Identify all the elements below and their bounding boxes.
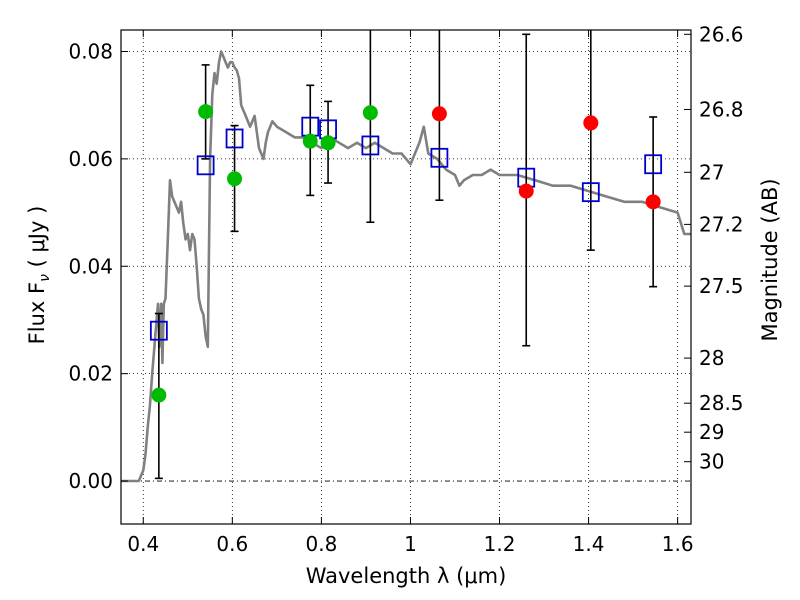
- model-flux-square: [149, 320, 168, 341]
- x-tick-label: 1.6: [662, 532, 694, 556]
- detection-point: [151, 387, 167, 403]
- detection-point: [198, 104, 214, 120]
- magnitude-tick-label: 28.5: [699, 391, 744, 415]
- x-tick-label: 0.4: [127, 532, 159, 556]
- model-flux-square: [430, 147, 449, 168]
- y-tick-label: 0.00: [68, 469, 113, 493]
- magnitude-axis-label: Magnitude (AB): [758, 178, 782, 341]
- nondetection-point: [518, 183, 534, 199]
- y-axis-label: Flux Fν ( μJy ): [25, 206, 53, 345]
- model-square-layer: [149, 116, 663, 341]
- y-tick-label: 0.04: [68, 254, 113, 278]
- errorbar-layer: [154, 30, 658, 480]
- magnitude-tick-label: 30: [699, 450, 724, 474]
- x-axis-label: Wavelength λ (μm): [306, 564, 507, 588]
- grid-layer: [121, 30, 691, 524]
- sed-model-line: [121, 50, 691, 483]
- model-flux-square: [196, 155, 215, 176]
- magnitude-tick-label: 27.5: [699, 274, 744, 298]
- model-flux-square: [361, 135, 380, 156]
- magnitude-tick-label: 27: [699, 160, 724, 184]
- nondetection-point: [583, 115, 599, 131]
- detection-point: [320, 135, 336, 151]
- x-tick-label: 1: [404, 532, 417, 556]
- nondetection-point: [431, 106, 447, 122]
- nondetection-point: [645, 194, 661, 210]
- detection-point: [362, 105, 378, 121]
- y-tick-label: 0.08: [68, 39, 113, 63]
- magnitude-tick-label: 28: [699, 346, 724, 370]
- magnitude-tick-label: 26.6: [699, 22, 744, 46]
- tick-label-layer: 0.4 0.6 0.8 1 1.2 1.4 1.6 0.00 0.02 0.04 0.06 0.08 2…: [68, 22, 743, 556]
- magnitude-tick-label: 27.2: [699, 212, 744, 236]
- magnitude-tick-label: 26.8: [699, 97, 744, 121]
- x-tick-label: 0.8: [305, 532, 337, 556]
- magnitude-tick-label: 29: [699, 420, 724, 444]
- detection-point: [302, 133, 318, 149]
- detection-point: [227, 171, 243, 187]
- x-tick-label: 1.4: [573, 532, 605, 556]
- sed-layer: [121, 50, 691, 483]
- errorbar: [366, 30, 375, 224]
- model-flux-square: [644, 154, 663, 175]
- tick-layer: [121, 30, 691, 524]
- point-layer: [151, 104, 661, 403]
- plot-frame: [120, 29, 692, 525]
- model-flux-square: [581, 182, 600, 203]
- y-tick-label: 0.06: [68, 147, 113, 171]
- errorbar: [586, 30, 595, 251]
- x-tick-label: 1.2: [484, 532, 516, 556]
- model-flux-square: [225, 128, 244, 149]
- x-tick-label: 0.6: [216, 532, 248, 556]
- y-tick-label: 0.02: [68, 362, 113, 386]
